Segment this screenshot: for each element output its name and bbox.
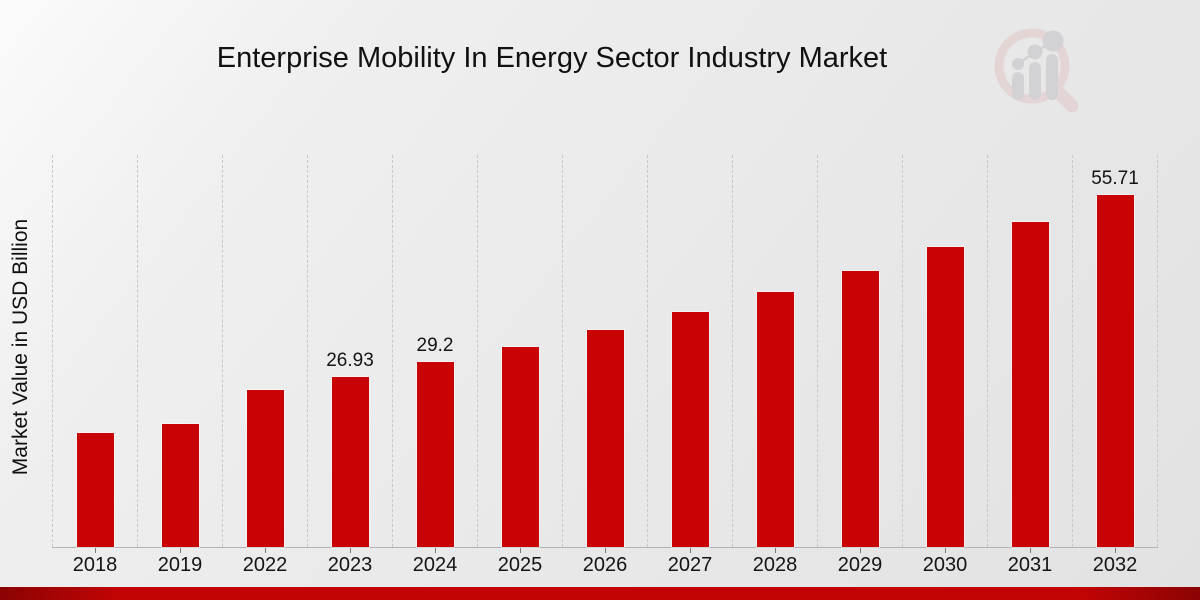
x-axis-tick-2018 (95, 548, 96, 553)
bar-2030 (926, 247, 964, 547)
plot-column-2026: 2026 (562, 155, 647, 576)
bar-2018 (76, 433, 114, 547)
logo-bar-tall (1046, 54, 1058, 100)
x-axis-tick-2019 (180, 548, 181, 553)
bar-2022 (246, 390, 284, 547)
x-axis-tick-2028 (775, 548, 776, 553)
bar-value-label-2032: 55.71 (1091, 168, 1139, 189)
chart-title: Enterprise Mobility In Energy Sector Ind… (216, 42, 888, 74)
plot-column-2027: 2027 (647, 155, 732, 576)
bar-2026 (586, 330, 624, 547)
x-tick-label-2030: 2030 (922, 554, 968, 576)
x-tick-label-2022: 2022 (242, 554, 288, 576)
logo-bar-medium (1029, 62, 1041, 100)
plot-column-2029: 2029 (817, 155, 902, 576)
bar-value-label-2024: 29.2 (416, 335, 454, 356)
x-axis-tick-2023 (350, 548, 351, 553)
bar-2027 (671, 312, 709, 547)
x-tick-label-2018: 2018 (72, 554, 118, 576)
plot-column-2030: 2030 (902, 155, 987, 576)
x-axis-tick-2031 (1030, 548, 1031, 553)
bar-2031 (1011, 222, 1049, 547)
x-tick-label-2027: 2027 (667, 554, 713, 576)
plot-column-2032: 55.71 2032 (1072, 155, 1158, 576)
bar-2024 (416, 362, 454, 547)
x-axis-tick-2030 (945, 548, 946, 553)
plot-column-2023: 26.93 2023 (307, 155, 392, 576)
bar-2029 (841, 271, 879, 547)
x-axis-tick-2024 (435, 548, 436, 553)
x-axis-tick-2027 (690, 548, 691, 553)
bar-2025 (501, 347, 539, 547)
plot-column-2019: 2019 (137, 155, 222, 576)
plot-column-2018: 2018 (52, 155, 137, 576)
x-tick-label-2026: 2026 (582, 554, 628, 576)
x-tick-label-2031: 2031 (1007, 554, 1053, 576)
bar-2028 (756, 292, 794, 547)
x-axis-tick-2022 (265, 548, 266, 553)
logo-dot-medium (1027, 44, 1043, 60)
bar-2019 (161, 424, 199, 547)
plot-column-2028: 2028 (732, 155, 817, 576)
plot-column-2022: 2022 (222, 155, 307, 576)
x-axis-tick-2026 (605, 548, 606, 553)
x-axis-tick-2025 (520, 548, 521, 553)
logo-bar-small (1012, 72, 1024, 100)
bar-chart-magnifier-logo (994, 28, 1079, 113)
x-tick-label-2032: 2032 (1092, 554, 1138, 576)
plot-area: 2018 2019 2022 26.93 2023 29.2 2024 2025 2026 202… (52, 155, 1158, 576)
x-tick-label-2028: 2028 (752, 554, 798, 576)
logo-dot-small (1012, 58, 1024, 70)
x-tick-label-2019: 2019 (157, 554, 203, 576)
x-tick-label-2029: 2029 (837, 554, 883, 576)
bar-2032 (1096, 195, 1134, 547)
magnifier-handle-icon (1050, 84, 1079, 113)
logo-dot-large (1042, 30, 1064, 52)
x-tick-label-2025: 2025 (497, 554, 543, 576)
y-axis-title-text: Market Value in USD Billion (9, 218, 32, 476)
x-tick-label-2023: 2023 (327, 554, 373, 576)
bar-2023 (331, 377, 369, 547)
footer-accent-bar (0, 587, 1200, 600)
plot-column-2025: 2025 (477, 155, 562, 576)
x-tick-label-2024: 2024 (412, 554, 458, 576)
x-axis-tick-2032 (1115, 548, 1116, 553)
plot-column-2024: 29.2 2024 (392, 155, 477, 576)
bar-value-label-2023: 26.93 (326, 350, 374, 371)
x-axis-tick-2029 (860, 548, 861, 553)
plot-column-2031: 2031 (987, 155, 1072, 576)
